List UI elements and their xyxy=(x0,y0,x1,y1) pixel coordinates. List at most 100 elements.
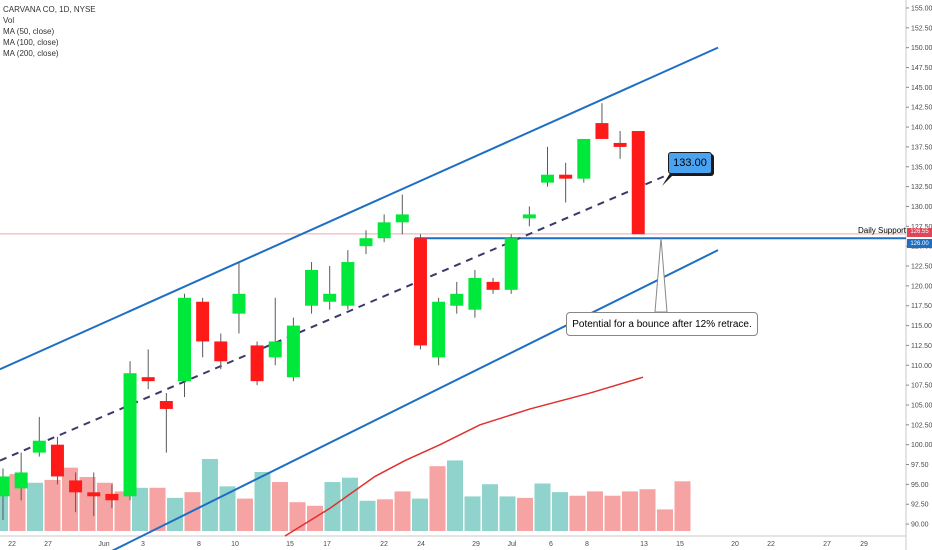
candle-body xyxy=(559,174,573,179)
bounce-note[interactable]: Potential for a bounce after 12% retrace… xyxy=(566,312,758,336)
volume-bar xyxy=(79,477,96,531)
volume-bar xyxy=(604,495,621,531)
candle-body xyxy=(268,341,282,358)
y-tick-label: 152.50 xyxy=(911,25,932,32)
volume-bar xyxy=(219,486,236,531)
y-tick-label: 117.50 xyxy=(911,303,932,310)
candle-body xyxy=(341,262,355,306)
volume-bar xyxy=(587,491,603,531)
y-tick-label: 132.50 xyxy=(911,184,932,191)
x-tick-label: 24 xyxy=(417,541,425,548)
target-price-callout[interactable]: 133.00 xyxy=(668,152,712,174)
y-tick-label: 147.50 xyxy=(911,65,932,72)
legend-volume: Vol xyxy=(3,16,15,25)
candle-body xyxy=(413,238,427,346)
channel-mid-line xyxy=(0,173,669,462)
x-tick-label: 6 xyxy=(549,541,553,548)
chart-legend: CARVANA CO, 1D, NYSE Vol MA (50, close) … xyxy=(3,4,96,59)
x-tick-label: 22 xyxy=(8,541,16,548)
x-tick-label: 13 xyxy=(640,541,648,548)
candle-body xyxy=(359,238,373,247)
volume-bar xyxy=(359,500,376,531)
volume-bar xyxy=(114,491,131,531)
volume-bar xyxy=(674,481,691,531)
volume-bar xyxy=(237,498,253,531)
volume-bar xyxy=(534,483,551,531)
y-tick-label: 105.00 xyxy=(911,402,932,409)
volume-bar xyxy=(412,498,428,531)
x-tick-label: 10 xyxy=(231,541,239,548)
y-tick-label: 112.50 xyxy=(911,343,932,350)
y-tick-label: 120.00 xyxy=(911,283,932,290)
x-tick-label: 27 xyxy=(44,541,52,548)
candle-body xyxy=(595,123,609,139)
candle-body xyxy=(577,138,591,179)
legend-symbol: CARVANA CO, 1D, NYSE xyxy=(3,5,96,14)
candle-body xyxy=(323,293,337,302)
candle-body xyxy=(196,301,210,342)
price-tag-support: 126.55 xyxy=(907,227,932,237)
candle-body xyxy=(32,440,46,453)
x-tick-label: 3 xyxy=(141,541,145,548)
candle-body xyxy=(468,277,482,310)
volume-bar xyxy=(272,482,288,531)
y-tick-label: 95.00 xyxy=(911,482,929,489)
note-pointer xyxy=(654,237,668,313)
y-tick-label: 107.50 xyxy=(911,383,932,390)
candle-body xyxy=(522,214,536,219)
volume-bar xyxy=(149,487,166,531)
y-tick-label: 130.00 xyxy=(911,204,932,211)
y-tick-label: 90.00 xyxy=(911,522,929,529)
daily-support-label: Daily Support xyxy=(858,226,907,235)
volume-bar xyxy=(552,492,568,531)
x-tick-label: 15 xyxy=(286,541,294,548)
candle-body xyxy=(0,476,10,497)
y-tick-label: 140.00 xyxy=(911,125,932,132)
volume-bar xyxy=(517,497,533,531)
y-tick-label: 150.00 xyxy=(911,45,932,52)
price-tag-level: 126.00 xyxy=(907,239,932,249)
volume-bar xyxy=(342,477,358,531)
x-tick-label: 22 xyxy=(767,541,775,548)
target-callout-pointer xyxy=(662,170,676,186)
volume-bar xyxy=(167,497,183,531)
volume-bar xyxy=(202,459,218,531)
x-tick-label: 8 xyxy=(197,541,201,548)
candle-body xyxy=(395,214,409,223)
candle-body xyxy=(50,444,64,477)
volume-bar xyxy=(289,502,306,531)
volume-bar xyxy=(254,471,271,531)
volume-bar xyxy=(482,484,498,531)
candle-body xyxy=(214,341,228,362)
volume-bar xyxy=(569,495,586,531)
y-tick-label: 102.50 xyxy=(911,422,932,429)
x-tick-label: 15 xyxy=(676,541,684,548)
channel-upper-line xyxy=(0,46,719,371)
x-tick-label: 29 xyxy=(860,541,868,548)
candle-body xyxy=(14,472,28,489)
candle-body xyxy=(613,142,627,147)
legend-ma100: MA (100, close) xyxy=(3,38,59,47)
ma-line xyxy=(284,376,644,537)
candle-body xyxy=(377,222,391,239)
candle-body xyxy=(159,401,173,409)
y-tick-label: 122.50 xyxy=(911,264,932,271)
x-tick-label: 8 xyxy=(585,541,589,548)
candle-body xyxy=(432,301,446,358)
candle-body xyxy=(486,281,500,290)
volume-bar xyxy=(429,466,446,531)
candle-body xyxy=(541,174,554,183)
candle-body xyxy=(87,492,101,497)
volume-bar xyxy=(0,492,8,531)
candle-body xyxy=(105,493,119,501)
volume-bar xyxy=(377,499,393,531)
volume-bar xyxy=(464,496,481,531)
volume-bar xyxy=(307,505,323,531)
x-tick-label: 17 xyxy=(323,541,331,548)
candle-body xyxy=(178,297,191,382)
volume-bar xyxy=(27,482,43,531)
y-tick-label: 142.50 xyxy=(911,105,932,112)
candle-body xyxy=(250,345,264,382)
